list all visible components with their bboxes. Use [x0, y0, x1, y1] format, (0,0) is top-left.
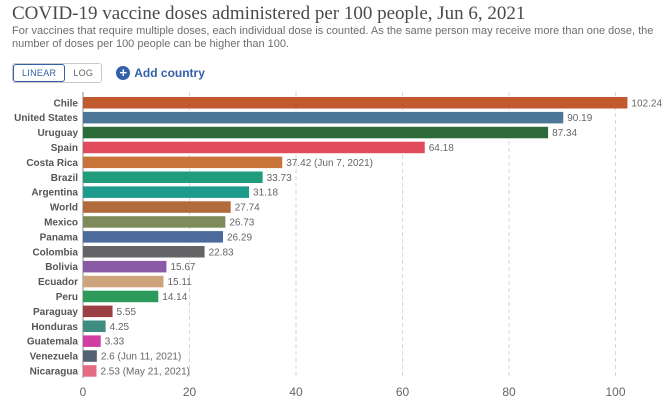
bar [83, 275, 164, 288]
bar [83, 156, 283, 169]
category-label: Guatemala [27, 337, 79, 348]
category-label: United States [14, 113, 78, 124]
bar [83, 290, 159, 303]
category-label: Peru [56, 292, 78, 303]
bar [83, 141, 425, 154]
add-country-button[interactable]: + Add country [116, 66, 205, 80]
value-label: 26.73 [229, 217, 254, 228]
value-label: 102.24 [631, 98, 662, 109]
value-label: 2.6 (Jun 11, 2021) [101, 352, 181, 363]
value-label: 87.34 [552, 128, 577, 139]
x-tick-label: 20 [183, 385, 197, 399]
add-country-label: Add country [134, 66, 205, 80]
bar [83, 246, 205, 258]
x-tick-label: 80 [502, 385, 516, 399]
value-label: 14.14 [162, 292, 187, 303]
category-label: Uruguay [37, 128, 78, 139]
value-label: 90.19 [567, 113, 592, 124]
bar [83, 365, 97, 377]
bar [83, 126, 549, 139]
x-tick-label: 40 [289, 385, 303, 399]
category-label: Nicaragua [30, 366, 79, 377]
value-label: 64.18 [429, 143, 454, 154]
category-label: Ecuador [38, 277, 78, 288]
value-label: 5.55 [117, 307, 137, 318]
category-label: Costa Rica [26, 158, 78, 169]
category-label: Paraguay [33, 307, 78, 318]
value-label: 2.53 (May 21, 2021) [100, 366, 190, 377]
value-label: 4.25 [110, 322, 130, 333]
bar [83, 186, 250, 198]
bar [83, 171, 263, 183]
bar [83, 335, 101, 347]
bar [83, 350, 97, 362]
scale-toggle: LINEAR LOG [12, 63, 103, 83]
bar [83, 305, 113, 318]
value-label: 27.74 [235, 203, 260, 214]
category-label: Venezuela [30, 352, 79, 363]
category-label: Panama [40, 232, 79, 243]
x-tick-label: 100 [605, 385, 625, 399]
value-label: 31.18 [253, 188, 278, 199]
x-tick-label: 0 [80, 385, 87, 399]
x-tick-label: 60 [396, 385, 410, 399]
category-label: Colombia [32, 247, 78, 258]
category-label: Honduras [31, 322, 78, 333]
chart-controls: LINEAR LOG + Add country [12, 63, 205, 83]
bar [83, 201, 231, 213]
value-label: 22.83 [209, 247, 234, 258]
value-label: 3.33 [105, 337, 125, 348]
bar [83, 231, 223, 243]
value-label: 33.73 [267, 173, 292, 184]
bar [83, 97, 628, 109]
bar-chart: 0 20 40 60 80 100 Chile 102.24 United States 90.1… [14, 92, 662, 399]
chart-subtitle: For vaccines that require multiple doses… [12, 25, 654, 50]
bar [83, 111, 564, 124]
bar [83, 216, 226, 228]
value-label: 37.42 (Jun 7, 2021) [286, 158, 373, 169]
value-label: 15.67 [170, 262, 195, 273]
chart-title: COVID-19 vaccine doses administered per … [12, 3, 526, 24]
bar [83, 320, 106, 332]
linear-scale-button[interactable]: LINEAR [13, 64, 66, 82]
category-label: World [50, 203, 78, 214]
plus-circle-icon: + [116, 66, 131, 80]
category-label: Brazil [51, 173, 78, 184]
bar [83, 260, 167, 273]
category-label: Spain [51, 143, 78, 154]
category-label: Chile [54, 98, 79, 109]
category-label: Argentina [31, 188, 78, 199]
category-label: Bolivia [45, 262, 78, 273]
value-label: 26.29 [227, 232, 252, 243]
value-label: 15.11 [167, 277, 192, 288]
category-label: Mexico [44, 217, 78, 228]
log-scale-button[interactable]: LOG [65, 64, 102, 82]
